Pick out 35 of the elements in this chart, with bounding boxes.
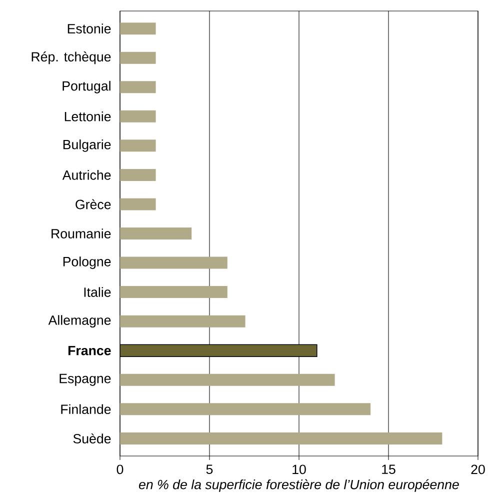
x-tick-label: 10 [292,464,306,474]
y-tick-label: Lettonie [64,112,111,122]
y-tick-label: Rép. tchèque [32,52,111,64]
bar [120,315,246,328]
x-tick-label: 0 [116,464,124,474]
y-tick-label: Suède [73,433,111,444]
bar [120,140,156,152]
bar [120,403,371,416]
y-tick-label: Finlande [61,404,111,414]
y-tick-label: Allemagne [48,315,111,328]
y-tick-label: Portugal [62,80,110,94]
bar [120,228,192,240]
bar [120,256,228,269]
bar [120,374,335,386]
y-tick-label: Espagne [60,374,111,386]
bar [120,286,228,298]
x-tick-label: 5 [206,464,213,474]
y-tick-label: Grèce [76,199,111,210]
x-axis-title: en % de la superficie forestière de l’Union européenne [138,479,459,492]
y-tick-label: Pologne [63,256,111,269]
y-tick-label: Autriche [62,170,111,180]
bar [120,81,156,94]
x-tick-label: 15 [382,464,396,474]
y-tick-label: France [68,346,111,356]
bar [120,432,442,444]
y-tick-label: Italie [84,287,111,297]
bar [120,52,156,64]
bar [120,22,156,35]
y-tick-label: Estonie [68,24,111,34]
bar [120,198,156,210]
y-tick-label: Roumanie [52,228,111,238]
x-tick-label: 20 [471,464,485,474]
bar [120,110,156,122]
y-tick-label: Bulgarie [63,139,111,152]
bar [120,168,156,181]
